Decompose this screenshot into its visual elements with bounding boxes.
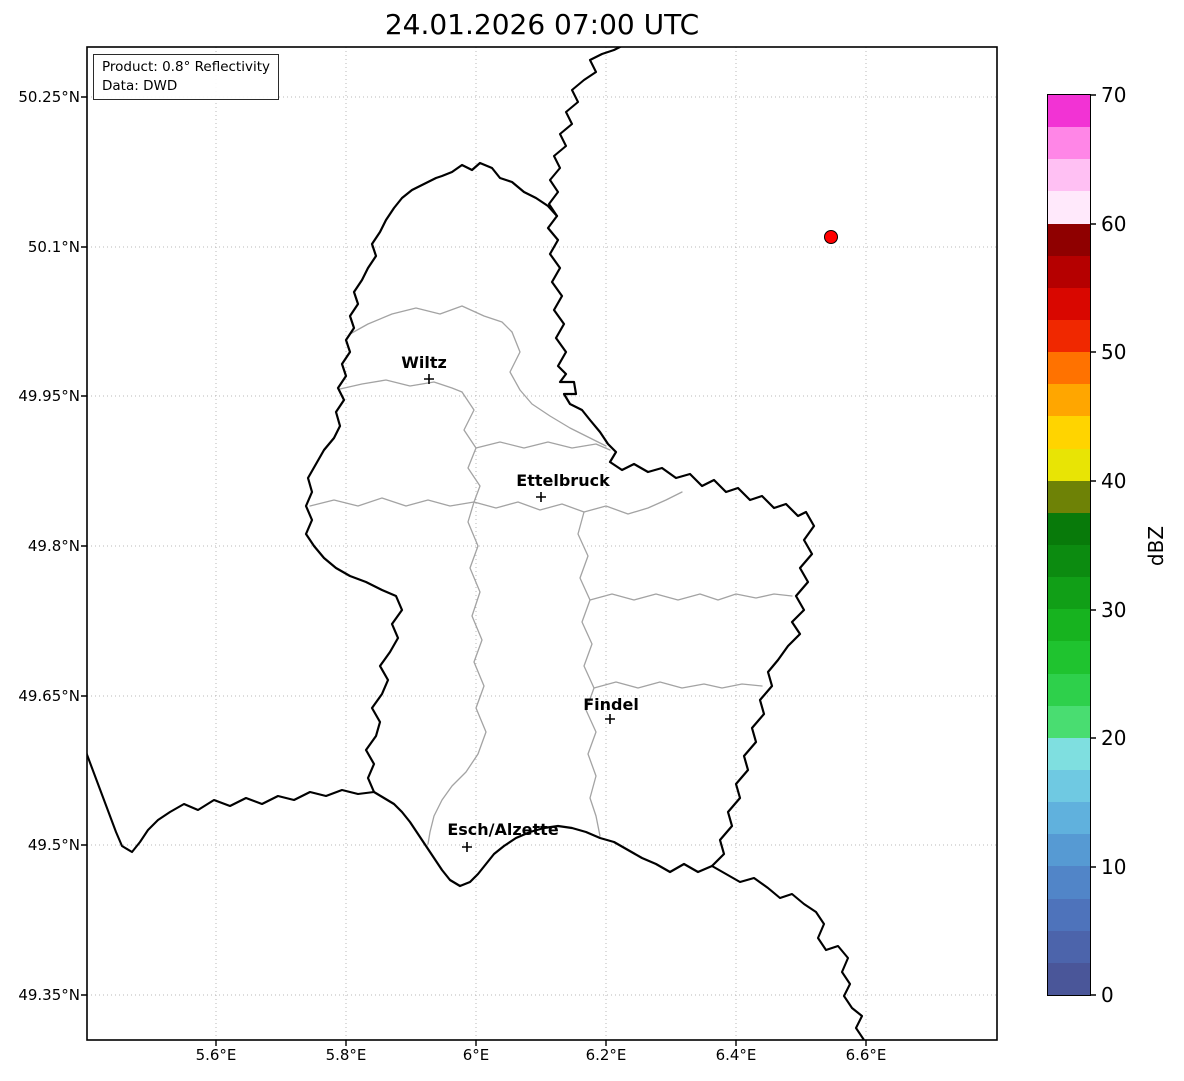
x-tick-label: 6°E xyxy=(462,1046,490,1064)
y-tick-label: 49.8°N xyxy=(27,537,80,555)
colorbar-segment xyxy=(1048,352,1090,385)
colorbar-segment xyxy=(1048,448,1090,481)
colorbar-segment xyxy=(1048,127,1090,160)
colorbar-segment xyxy=(1048,673,1090,706)
colorbar-segment xyxy=(1048,512,1090,545)
colorbar-segment xyxy=(1048,577,1090,610)
colorbar-segment xyxy=(1048,544,1090,578)
y-tick-label: 49.65°N xyxy=(18,687,80,705)
y-tick-label: 49.35°N xyxy=(18,986,80,1004)
city-marker-wiltz xyxy=(424,374,434,384)
city-label-ettelbruck: Ettelbruck xyxy=(516,471,610,490)
colorbar-segment xyxy=(1048,191,1090,224)
colorbar-segment xyxy=(1048,480,1090,513)
colorbar-tick-label: 30 xyxy=(1101,598,1127,622)
city-markers xyxy=(424,374,615,852)
colorbar-segment xyxy=(1048,930,1090,963)
city-marker-esch xyxy=(462,842,472,852)
colorbar-tick-label: 10 xyxy=(1101,855,1127,879)
colorbar-tick-label: 70 xyxy=(1101,83,1127,107)
y-tick-label: 50.25°N xyxy=(18,88,80,106)
city-marker-ettelbruck xyxy=(536,492,546,502)
y-tick-label: 49.5°N xyxy=(27,836,80,854)
colorbar-segment xyxy=(1048,866,1090,899)
y-tick-label: 50.1°N xyxy=(27,238,80,256)
colorbar-segment xyxy=(1048,223,1090,256)
colorbar-tick-label: 0 xyxy=(1101,983,1114,1007)
x-tick-label: 5.6°E xyxy=(195,1046,237,1064)
plot-frame xyxy=(86,46,998,1041)
colorbar-segment xyxy=(1048,319,1090,353)
radar-site-marker xyxy=(824,230,838,244)
x-tick-label: 6.4°E xyxy=(715,1046,757,1064)
colorbar-segment xyxy=(1048,416,1090,449)
x-tick-label: 6.2°E xyxy=(585,1046,627,1064)
colorbar-segment xyxy=(1048,159,1090,192)
colorbar-segment xyxy=(1048,834,1090,867)
colorbar-segment xyxy=(1048,962,1090,995)
country-borders xyxy=(87,47,866,1040)
colorbar-segment xyxy=(1048,737,1090,770)
colorbar-axis-label: dBZ xyxy=(1144,525,1168,567)
product-line: Product: 0.8° Reflectivity xyxy=(102,59,270,75)
y-tick-label: 49.95°N xyxy=(18,387,80,405)
colorbar-tick-label: 60 xyxy=(1101,212,1127,236)
colorbar-segment xyxy=(1048,898,1090,931)
colorbar-swatches xyxy=(1047,94,1091,996)
x-tick-label: 6.6°E xyxy=(845,1046,887,1064)
france-belgium-border xyxy=(87,751,376,854)
city-label-wiltz: Wiltz xyxy=(401,353,447,372)
city-label-esch: Esch/Alzette xyxy=(447,820,559,839)
x-tick-label: 5.8°E xyxy=(325,1046,367,1064)
colorbar-segment xyxy=(1048,705,1090,738)
city-marker-findel xyxy=(605,714,615,724)
colorbar-segment xyxy=(1048,641,1090,674)
x-axis-ticks xyxy=(215,1040,867,1046)
colorbar-segment xyxy=(1048,95,1090,128)
colorbar-ticks xyxy=(1090,94,1096,996)
city-label-findel: Findel xyxy=(583,695,639,714)
colorbar-segment xyxy=(1048,287,1090,320)
colorbar-segment xyxy=(1048,255,1090,288)
colorbar-tick-label: 20 xyxy=(1101,726,1127,750)
luxembourg-border xyxy=(304,161,816,888)
product-info-box: Product: 0.8° Reflectivity Data: DWD xyxy=(93,54,279,100)
colorbar-segment xyxy=(1048,384,1090,417)
y-axis-ticks xyxy=(81,96,87,996)
colorbar-tick-label: 50 xyxy=(1101,340,1127,364)
district-borders xyxy=(309,305,793,845)
france-germany-border xyxy=(710,864,866,1040)
figure-title: 24.01.2026 07:00 UTC xyxy=(384,8,700,41)
colorbar-segment xyxy=(1048,769,1090,803)
colorbar-segment xyxy=(1048,802,1090,835)
grid-lines xyxy=(87,47,997,1040)
data-source-line: Data: DWD xyxy=(102,77,178,94)
colorbar-tick-label: 40 xyxy=(1101,469,1127,493)
belgium-germany-border xyxy=(547,47,623,218)
colorbar-segment xyxy=(1048,609,1090,642)
